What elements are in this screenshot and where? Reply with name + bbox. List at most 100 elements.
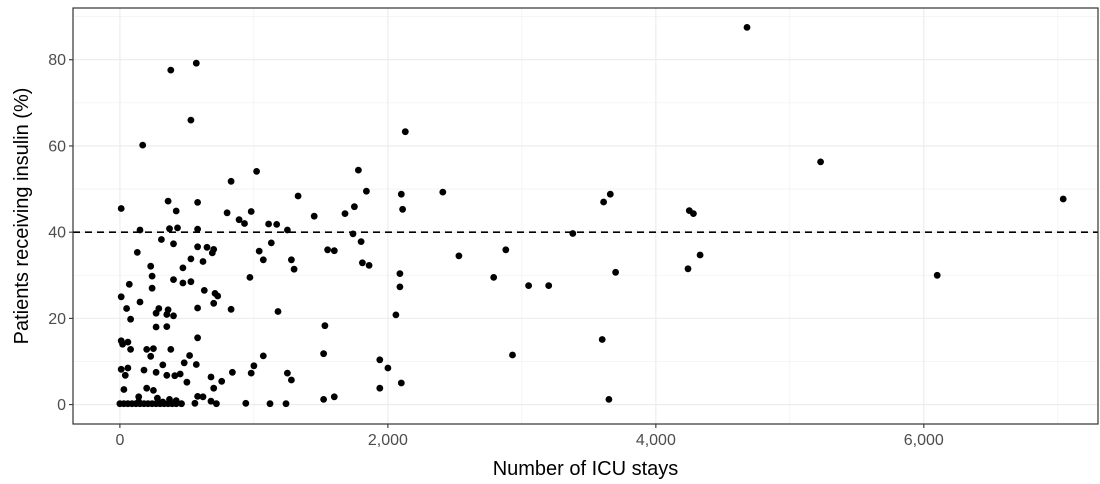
data-point	[194, 334, 202, 342]
data-point	[321, 322, 329, 330]
data-point	[525, 282, 532, 289]
data-point	[210, 384, 218, 392]
data-point	[158, 236, 165, 243]
data-point	[120, 386, 128, 393]
data-point	[265, 220, 272, 228]
data-point	[187, 116, 195, 124]
data-point	[172, 397, 180, 405]
data-point	[163, 371, 171, 379]
data-point	[241, 220, 248, 227]
x-tick-label: 0	[115, 432, 124, 449]
data-point	[136, 298, 144, 306]
data-point	[247, 369, 255, 377]
data-point	[247, 208, 255, 215]
data-point	[172, 207, 180, 215]
data-point	[227, 177, 235, 185]
data-point	[288, 256, 295, 264]
data-point	[170, 240, 177, 248]
data-point	[330, 247, 338, 255]
data-point	[397, 190, 405, 198]
data-point	[396, 283, 404, 291]
data-point	[598, 336, 606, 343]
data-point	[194, 243, 202, 251]
data-point	[117, 293, 125, 301]
data-point	[199, 393, 207, 401]
data-point	[125, 280, 133, 288]
data-point	[399, 205, 406, 213]
data-point	[164, 197, 172, 205]
data-point	[242, 399, 250, 407]
data-point	[167, 346, 175, 353]
data-point	[186, 352, 194, 359]
data-points	[116, 24, 1067, 408]
data-point	[194, 199, 202, 206]
data-point	[199, 258, 207, 265]
data-point	[170, 312, 177, 320]
data-point	[194, 304, 202, 312]
data-point	[282, 400, 290, 408]
data-point	[351, 203, 358, 211]
x-tick-label: 6,000	[904, 432, 944, 449]
data-point	[606, 190, 614, 198]
data-point	[179, 264, 187, 272]
data-point	[288, 376, 295, 384]
data-point	[218, 377, 226, 385]
data-point	[180, 359, 188, 367]
data-point	[349, 230, 357, 238]
data-point	[401, 128, 409, 136]
data-point	[250, 362, 258, 370]
data-point	[203, 243, 211, 251]
data-point	[166, 225, 173, 233]
plot-panel	[73, 8, 1098, 424]
data-point	[376, 356, 384, 364]
data-point	[290, 265, 298, 273]
data-point	[384, 364, 392, 372]
data-point	[817, 158, 824, 166]
plot-border	[72, 7, 1099, 425]
y-tick-label: 80	[48, 52, 66, 69]
data-point	[178, 400, 185, 408]
data-point	[124, 364, 132, 372]
data-point	[357, 238, 365, 246]
data-point	[150, 345, 157, 352]
data-point	[136, 226, 144, 234]
data-point	[266, 400, 274, 408]
x-tick-label: 4,000	[636, 432, 676, 449]
data-point	[179, 279, 187, 287]
data-point	[294, 192, 302, 200]
data-point	[214, 292, 222, 300]
data-point	[192, 59, 200, 67]
data-point	[455, 252, 463, 260]
data-point	[192, 361, 200, 368]
data-point	[208, 249, 216, 257]
data-point	[502, 246, 510, 254]
data-point	[235, 216, 243, 224]
data-point	[163, 311, 171, 318]
data-point	[255, 247, 263, 255]
data-point	[139, 141, 147, 149]
y-axis-ticks: 0 20 40 60 80	[48, 52, 73, 414]
data-point	[140, 366, 148, 374]
data-point	[229, 368, 236, 376]
data-point	[569, 230, 577, 237]
data-point	[124, 338, 132, 346]
data-point	[259, 352, 267, 360]
data-point	[365, 262, 373, 269]
data-point	[187, 255, 195, 263]
data-point	[210, 299, 218, 307]
data-point	[284, 369, 291, 377]
data-point	[143, 346, 151, 353]
data-point	[490, 274, 498, 281]
data-point	[1059, 195, 1067, 203]
data-point	[259, 256, 267, 264]
data-point	[246, 274, 254, 281]
y-tick-label: 0	[57, 397, 66, 414]
data-point	[933, 271, 941, 279]
data-point	[194, 225, 202, 233]
data-point	[135, 398, 143, 405]
data-point	[396, 270, 404, 277]
data-point	[143, 384, 151, 392]
data-point	[696, 251, 704, 259]
data-point	[509, 351, 516, 359]
